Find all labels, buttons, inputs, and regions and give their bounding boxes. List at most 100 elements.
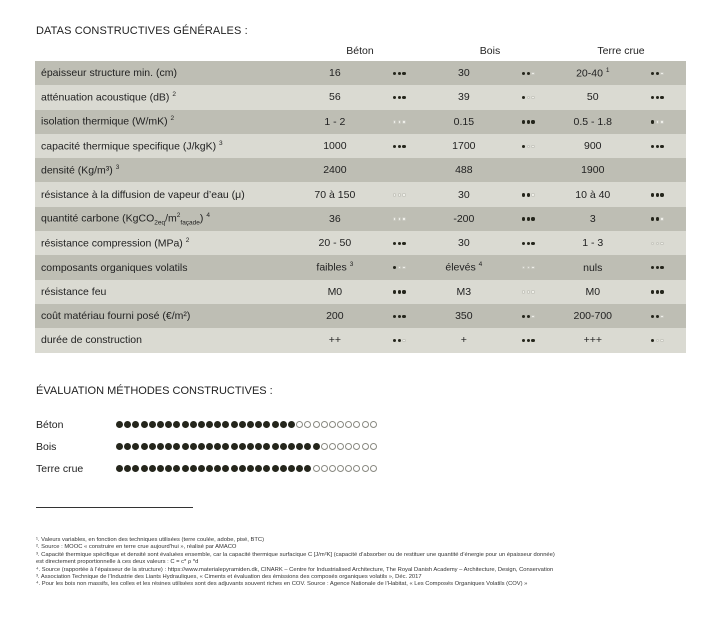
score-dot-filled (116, 443, 123, 450)
rating-dot-filled (522, 71, 526, 76)
cell-value-text: M0 (585, 285, 601, 298)
cell-value: 56 (299, 85, 371, 110)
cell-value: -200 (428, 206, 500, 232)
rating-dot-filled (531, 120, 535, 124)
cell-value-text: 30 (457, 188, 470, 201)
rating-dot-filled (522, 338, 526, 343)
score-dot-empty (328, 465, 336, 472)
rating-dot-filled (526, 314, 531, 319)
cell-value: 16 (299, 61, 371, 86)
footnote-line: ². Source : MOOC « construire en terre c… (36, 544, 237, 551)
cell-value-text: faibles (316, 261, 347, 274)
rating-dot-empty (660, 217, 664, 221)
rating-dot-filled (526, 338, 531, 343)
cell-value: 1900 (557, 158, 629, 183)
cell-value: M3 (428, 279, 500, 304)
rating-dot-empty (402, 266, 406, 270)
score-dot-filled (287, 443, 295, 450)
score-dot-filled (124, 421, 132, 428)
cell-value: + (428, 328, 500, 353)
rating-dot-filled (397, 144, 402, 148)
rating-dot-filled (650, 217, 655, 221)
rating-dot-filled (393, 71, 397, 76)
row-label: coût matériau fourni posé (€/m²) (35, 303, 300, 329)
score-dot-filled (271, 465, 279, 472)
rating-dot-filled (660, 144, 664, 148)
rating-dot-filled (655, 144, 659, 148)
rating-dot-filled (526, 120, 531, 124)
rating-dot-filled (650, 266, 655, 270)
footnotes: ¹. Valeurs variables, en fonction des te… (36, 537, 688, 589)
score-dot-empty (353, 421, 361, 428)
cell-value: 350 (428, 303, 500, 329)
row-label: épaisseur structure min. (cm) (35, 61, 300, 86)
score-dot-empty (345, 443, 353, 450)
rating-dot-empty (402, 120, 406, 124)
table-row: coût matériau fourni posé (€/m²) 200 350 20… (35, 303, 686, 329)
rating-dot-empty (655, 241, 659, 246)
cell-value: 20-40 1 (557, 61, 629, 86)
score-dot-filled (222, 465, 230, 472)
table-row: atténuation acoustique (dB) 2 56 39 50 (35, 85, 686, 110)
rating-dot-empty (393, 193, 397, 197)
score-dot-filled (296, 465, 304, 472)
rating-dot-filled (526, 241, 531, 246)
cell-value: 36 (299, 206, 371, 232)
score-dot-filled (156, 421, 164, 428)
score-dot-filled (230, 421, 238, 428)
rating-dot-filled (655, 71, 659, 76)
rating-dot-empty (531, 290, 535, 294)
score-dot-filled (173, 443, 181, 450)
rating-dot-filled (660, 266, 664, 270)
cell-value-text: 350 (455, 310, 473, 323)
score-dot-empty (320, 465, 328, 472)
rating-dots (499, 109, 558, 134)
score-dot-empty (361, 443, 369, 450)
cell-value: 30 (428, 231, 500, 256)
row-label-text: résistance feu (41, 285, 107, 298)
cell-value: 70 à 150 (299, 182, 371, 207)
rating-dots (628, 182, 686, 207)
carbon-sub-facade: façade (180, 219, 200, 227)
cell-value-text: 20 - 50 (318, 237, 352, 250)
cell-value-text: M3 (456, 285, 472, 298)
carbon-sub: 2eq (154, 219, 166, 227)
score-dot-filled (206, 465, 214, 472)
score-dot-empty (296, 421, 304, 428)
cell-value-text: 20-40 (576, 67, 603, 80)
score-dot-filled (173, 421, 181, 428)
rating-dots (628, 61, 686, 86)
cell-value: 20 - 50 (299, 231, 371, 256)
column-header-bois: Bois (479, 45, 501, 57)
cell-value-text: 1000 (323, 140, 347, 153)
table-row: durée de construction ++ + +++ (35, 328, 686, 353)
score-dot-filled (116, 421, 123, 428)
table-row: résistance compression (MPa) 2 20 - 50 30 1… (35, 231, 686, 256)
score-dot-filled (148, 421, 156, 428)
cell-value: nuls (557, 255, 629, 280)
row-label-footnote: 3 (115, 164, 120, 172)
table-row: résistance feu M0 M3 M0 (35, 279, 686, 304)
score-dot-filled (189, 421, 197, 428)
score-dot-filled (247, 421, 254, 428)
cell-value: 1 - 2 (299, 109, 371, 134)
cell-value-text: 0.15 (453, 115, 475, 128)
rating-dot-filled (660, 193, 664, 197)
row-label-text: épaisseur structure min. (cm) (41, 67, 177, 80)
cell-value: 30 (428, 182, 500, 207)
score-dot-filled (197, 443, 205, 450)
score-dot-filled (304, 443, 312, 450)
score-dot-filled (238, 465, 246, 472)
score-dot-filled (197, 421, 205, 428)
cell-value-text: 0.5 - 1.8 (573, 115, 613, 128)
rating-dot-filled (402, 95, 406, 100)
score-dot-filled (124, 465, 132, 472)
rating-dot-filled (531, 217, 535, 221)
table-row: épaisseur structure min. (cm) 16 30 20-40 1 (35, 61, 686, 86)
cell-value-text: 3 (589, 212, 596, 225)
score-dot-empty (361, 421, 369, 428)
rating-dot-filled (650, 314, 655, 319)
rating-dot-empty (526, 266, 531, 270)
score-dot-filled (181, 421, 189, 428)
score-dot-filled (247, 465, 254, 472)
